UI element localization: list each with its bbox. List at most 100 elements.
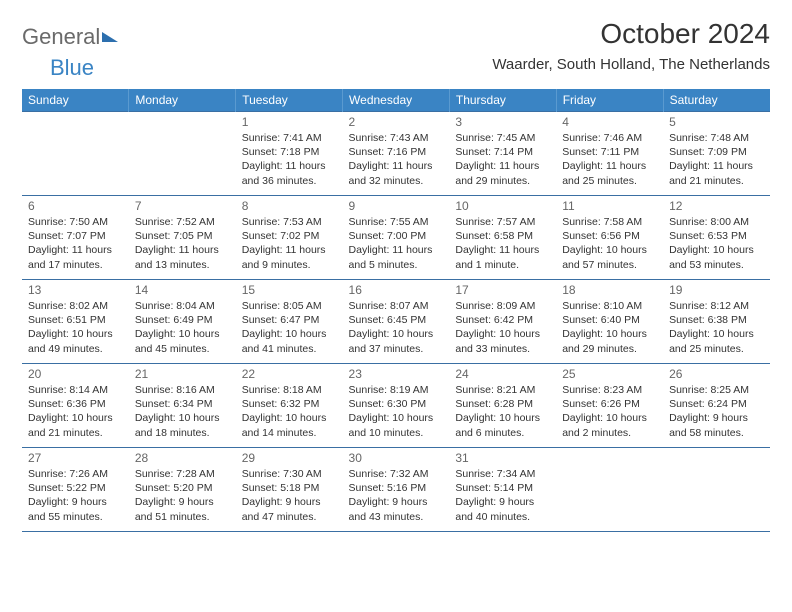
title-block: October 2024 Waarder, South Holland, The… <box>492 18 770 77</box>
day-details: Sunrise: 8:07 AMSunset: 6:45 PMDaylight:… <box>349 299 444 356</box>
day-details: Sunrise: 8:02 AMSunset: 6:51 PMDaylight:… <box>28 299 123 356</box>
day-details: Sunrise: 7:30 AMSunset: 5:18 PMDaylight:… <box>242 467 337 524</box>
day-details: Sunrise: 8:21 AMSunset: 6:28 PMDaylight:… <box>455 383 550 440</box>
calendar-cell: 17 Sunrise: 8:09 AMSunset: 6:42 PMDayligh… <box>449 280 556 364</box>
day-number: 4 <box>562 115 657 129</box>
logo-text-general: General <box>22 24 100 50</box>
calendar-cell: 21Sunrise: 8:16 AMSunset: 6:34 PMDayligh… <box>129 364 236 448</box>
calendar-body: 1Sunrise: 7:41 AMSunset: 7:18 PMDaylight… <box>22 112 770 532</box>
calendar-cell: 31 Sunrise: 7:34 AMSunset: 5:14 PMDayligh… <box>449 448 556 532</box>
calendar-cell: 5 Sunrise: 7:48 AMSunset: 7:09 PMDaylight… <box>663 112 770 196</box>
page-title: October 2024 <box>492 18 770 50</box>
calendar-cell: 7Sunrise: 7:52 AMSunset: 7:05 PMDaylight… <box>129 196 236 280</box>
calendar-cell: 30 Sunrise: 7:32 AMSunset: 5:16 PMDayligh… <box>343 448 450 532</box>
day-number: 29 <box>242 451 337 465</box>
day-details: Sunrise: 7:58 AMSunset: 6:56 PMDaylight:… <box>562 215 657 272</box>
day-number: 11 <box>562 199 657 213</box>
weekday-header: Tuesday <box>236 89 343 112</box>
calendar-table: SundayMondayTuesdayWednesdayThursdayFrid… <box>22 89 770 532</box>
day-details: Sunrise: 8:14 AMSunset: 6:36 PMDaylight:… <box>28 383 123 440</box>
day-details: Sunrise: 7:48 AMSunset: 7:09 PMDaylight:… <box>669 131 764 188</box>
calendar-header-row: SundayMondayTuesdayWednesdayThursdayFrid… <box>22 89 770 112</box>
day-number: 13 <box>28 283 123 297</box>
calendar-cell: 25 Sunrise: 8:23 AMSunset: 6:26 PMDayligh… <box>556 364 663 448</box>
day-details: Sunrise: 8:05 AMSunset: 6:47 PMDaylight:… <box>242 299 337 356</box>
day-number: 27 <box>28 451 123 465</box>
calendar-cell: 8Sunrise: 7:53 AMSunset: 7:02 PMDaylight… <box>236 196 343 280</box>
day-details: Sunrise: 8:16 AMSunset: 6:34 PMDaylight:… <box>135 383 230 440</box>
day-number: 8 <box>242 199 337 213</box>
day-details: Sunrise: 7:32 AMSunset: 5:16 PMDaylight:… <box>349 467 444 524</box>
day-number: 30 <box>349 451 444 465</box>
day-details: Sunrise: 7:45 AMSunset: 7:14 PMDaylight:… <box>455 131 550 188</box>
day-number: 5 <box>669 115 764 129</box>
calendar-cell: 22 Sunrise: 8:18 AMSunset: 6:32 PMDayligh… <box>236 364 343 448</box>
calendar-cell: 28 Sunrise: 7:28 AMSunset: 5:20 PMDayligh… <box>129 448 236 532</box>
calendar-cell: 11 Sunrise: 7:58 AMSunset: 6:56 PMDayligh… <box>556 196 663 280</box>
weekday-header: Saturday <box>663 89 770 112</box>
day-number: 2 <box>349 115 444 129</box>
day-details: Sunrise: 8:04 AMSunset: 6:49 PMDaylight:… <box>135 299 230 356</box>
calendar-cell: 14 Sunrise: 8:04 AMSunset: 6:49 PMDayligh… <box>129 280 236 364</box>
calendar-cell: 15Sunrise: 8:05 AMSunset: 6:47 PMDayligh… <box>236 280 343 364</box>
calendar-cell: 27 Sunrise: 7:26 AMSunset: 5:22 PMDayligh… <box>22 448 129 532</box>
day-details: Sunrise: 7:28 AMSunset: 5:20 PMDaylight:… <box>135 467 230 524</box>
calendar-cell: 12Sunrise: 8:00 AMSunset: 6:53 PMDayligh… <box>663 196 770 280</box>
day-details: Sunrise: 7:34 AMSunset: 5:14 PMDaylight:… <box>455 467 550 524</box>
day-details: Sunrise: 7:55 AMSunset: 7:00 PMDaylight:… <box>349 215 444 272</box>
day-number: 19 <box>669 283 764 297</box>
day-number: 10 <box>455 199 550 213</box>
page: General October 2024 Waarder, South Holl… <box>0 0 792 550</box>
calendar-cell: 2 Sunrise: 7:43 AMSunset: 7:16 PMDaylight… <box>343 112 450 196</box>
day-details: Sunrise: 8:25 AMSunset: 6:24 PMDaylight:… <box>669 383 764 440</box>
day-number: 25 <box>562 367 657 381</box>
calendar-cell: 6Sunrise: 7:50 AMSunset: 7:07 PMDaylight… <box>22 196 129 280</box>
day-number: 31 <box>455 451 550 465</box>
calendar-cell: 10 Sunrise: 7:57 AMSunset: 6:58 PMDayligh… <box>449 196 556 280</box>
calendar-cell: 16Sunrise: 8:07 AMSunset: 6:45 PMDayligh… <box>343 280 450 364</box>
logo-text-blue: Blue <box>50 55 94 80</box>
calendar-cell: 20 Sunrise: 8:14 AMSunset: 6:36 PMDayligh… <box>22 364 129 448</box>
calendar-cell: 13 Sunrise: 8:02 AMSunset: 6:51 PMDayligh… <box>22 280 129 364</box>
calendar-cell <box>22 112 129 196</box>
day-details: Sunrise: 7:41 AMSunset: 7:18 PMDaylight:… <box>242 131 337 188</box>
calendar-cell: 19Sunrise: 8:12 AMSunset: 6:38 PMDayligh… <box>663 280 770 364</box>
day-details: Sunrise: 8:09 AMSunset: 6:42 PMDaylight:… <box>455 299 550 356</box>
weekday-header: Wednesday <box>343 89 450 112</box>
day-details: Sunrise: 8:23 AMSunset: 6:26 PMDaylight:… <box>562 383 657 440</box>
location-subtitle: Waarder, South Holland, The Netherlands <box>492 56 770 73</box>
calendar-cell <box>556 448 663 532</box>
day-details: Sunrise: 7:57 AMSunset: 6:58 PMDaylight:… <box>455 215 550 272</box>
day-details: Sunrise: 8:10 AMSunset: 6:40 PMDaylight:… <box>562 299 657 356</box>
day-details: Sunrise: 7:26 AMSunset: 5:22 PMDaylight:… <box>28 467 123 524</box>
day-number: 3 <box>455 115 550 129</box>
weekday-header: Monday <box>129 89 236 112</box>
day-number: 18 <box>562 283 657 297</box>
calendar-cell: 29 Sunrise: 7:30 AMSunset: 5:18 PMDayligh… <box>236 448 343 532</box>
logo-triangle-icon <box>102 32 118 42</box>
calendar-cell: 1Sunrise: 7:41 AMSunset: 7:18 PMDaylight… <box>236 112 343 196</box>
calendar-row: 13 Sunrise: 8:02 AMSunset: 6:51 PMDayligh… <box>22 280 770 364</box>
day-details: Sunrise: 8:18 AMSunset: 6:32 PMDaylight:… <box>242 383 337 440</box>
day-details: Sunrise: 7:46 AMSunset: 7:11 PMDaylight:… <box>562 131 657 188</box>
day-details: Sunrise: 8:19 AMSunset: 6:30 PMDaylight:… <box>349 383 444 440</box>
day-number: 23 <box>349 367 444 381</box>
day-number: 20 <box>28 367 123 381</box>
calendar-row: 6Sunrise: 7:50 AMSunset: 7:07 PMDaylight… <box>22 196 770 280</box>
calendar-cell: 23 Sunrise: 8:19 AMSunset: 6:30 PMDayligh… <box>343 364 450 448</box>
day-details: Sunrise: 8:00 AMSunset: 6:53 PMDaylight:… <box>669 215 764 272</box>
day-number: 17 <box>455 283 550 297</box>
weekday-header: Thursday <box>449 89 556 112</box>
calendar-cell: 18 Sunrise: 8:10 AMSunset: 6:40 PMDayligh… <box>556 280 663 364</box>
logo: General <box>22 18 119 50</box>
day-number: 28 <box>135 451 230 465</box>
calendar-row: 27 Sunrise: 7:26 AMSunset: 5:22 PMDayligh… <box>22 448 770 532</box>
day-number: 24 <box>455 367 550 381</box>
calendar-cell: 9Sunrise: 7:55 AMSunset: 7:00 PMDaylight… <box>343 196 450 280</box>
calendar-cell <box>129 112 236 196</box>
day-details: Sunrise: 7:50 AMSunset: 7:07 PMDaylight:… <box>28 215 123 272</box>
day-number: 14 <box>135 283 230 297</box>
day-details: Sunrise: 7:43 AMSunset: 7:16 PMDaylight:… <box>349 131 444 188</box>
day-details: Sunrise: 7:52 AMSunset: 7:05 PMDaylight:… <box>135 215 230 272</box>
day-number: 22 <box>242 367 337 381</box>
